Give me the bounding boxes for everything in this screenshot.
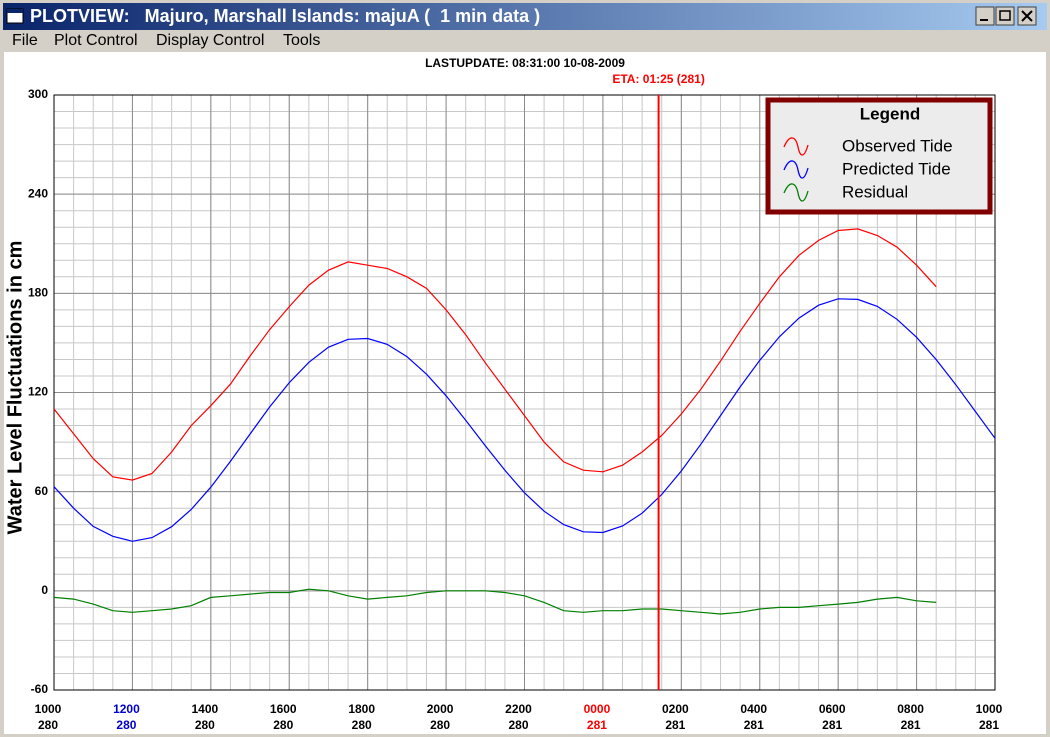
plot-frame: [53, 94, 996, 691]
legend-label: Observed Tide: [842, 136, 953, 155]
menu-item[interactable]: Display Control: [156, 32, 264, 49]
y-tick-label: 300: [28, 87, 48, 101]
legend: Legend Observed Tide Predicted Tide Residua…: [765, 97, 993, 215]
x-tick-label: 0600: [819, 702, 846, 716]
menu-item[interactable]: Plot Control: [54, 32, 138, 49]
minimize-button[interactable]: [975, 6, 995, 26]
y-tick-label: 120: [28, 385, 48, 399]
x-tick-label: 2200: [505, 702, 532, 716]
series-line: [53, 298, 996, 542]
maximize-glyph: [999, 10, 1011, 21]
close-glyph: [1021, 10, 1033, 22]
legend-title: Legend: [860, 104, 920, 123]
x-tick-label: 0200: [662, 702, 689, 716]
x-tick-day: 280: [116, 718, 136, 732]
series-line: [53, 228, 937, 481]
x-tick-day: 281: [822, 718, 842, 732]
x-tick-day: 281: [979, 718, 999, 732]
x-tick-label: 1400: [191, 702, 218, 716]
y-tick-label: 180: [28, 286, 48, 300]
legend-icon: [783, 160, 809, 179]
x-tick-day: 280: [352, 718, 372, 732]
x-tick-label: 0400: [740, 702, 767, 716]
x-tick-day: 280: [38, 718, 58, 732]
y-axis-label: Water Level Fluctuations in cm: [4, 241, 26, 535]
x-tick-day: 281: [587, 718, 607, 732]
menu-item[interactable]: Tools: [283, 32, 320, 49]
y-tick-label: 0: [41, 583, 48, 597]
last-update: LASTUPDATE: 08:31:00 10-08-2009: [425, 56, 625, 70]
legend-label: Predicted Tide: [842, 159, 951, 178]
legend-icon: [783, 183, 809, 202]
window-buttons[interactable]: [975, 6, 1037, 26]
x-tick-label: 0800: [897, 702, 924, 716]
app-icon-bar: [7, 9, 23, 13]
legend-box: [765, 97, 993, 215]
x-tick-label: 1800: [348, 702, 375, 716]
series-line: [53, 588, 937, 615]
x-tick-day: 280: [508, 718, 528, 732]
y-tick-label: 60: [35, 484, 49, 498]
x-tick-day: 281: [665, 718, 685, 732]
maximize-button[interactable]: [995, 6, 1015, 26]
x-tick-day: 280: [273, 718, 293, 732]
legend-label: Residual: [842, 182, 908, 201]
x-tick-label: 1000: [35, 702, 62, 716]
menu-bar: File Plot Control Display Control Tools: [12, 32, 320, 49]
plot: -60 0 60 120 180 240 300 1000 280 1200 280 1400 280 1…: [4, 72, 1002, 732]
x-tick-label: 0000: [584, 702, 611, 716]
x-tick-day: 280: [430, 718, 450, 732]
legend-icon: [783, 137, 809, 156]
menu-item[interactable]: File: [12, 32, 38, 49]
y-tick-label: -60: [31, 682, 49, 696]
window-title: PLOTVIEW: Majuro, Marshall Islands: maju…: [30, 6, 540, 26]
y-tick-label: 240: [28, 186, 48, 200]
x-tick-day: 280: [195, 718, 215, 732]
x-tick-day: 281: [744, 718, 764, 732]
x-tick-label: 1000: [976, 702, 1003, 716]
eta-label: ETA: 01:25 (281): [612, 72, 704, 86]
x-tick-day: 281: [901, 718, 921, 732]
x-tick-label: 1600: [270, 702, 297, 716]
x-tick-label: 2000: [427, 702, 454, 716]
title-bar: [3, 3, 1047, 30]
x-tick-label: 1200: [113, 702, 140, 716]
